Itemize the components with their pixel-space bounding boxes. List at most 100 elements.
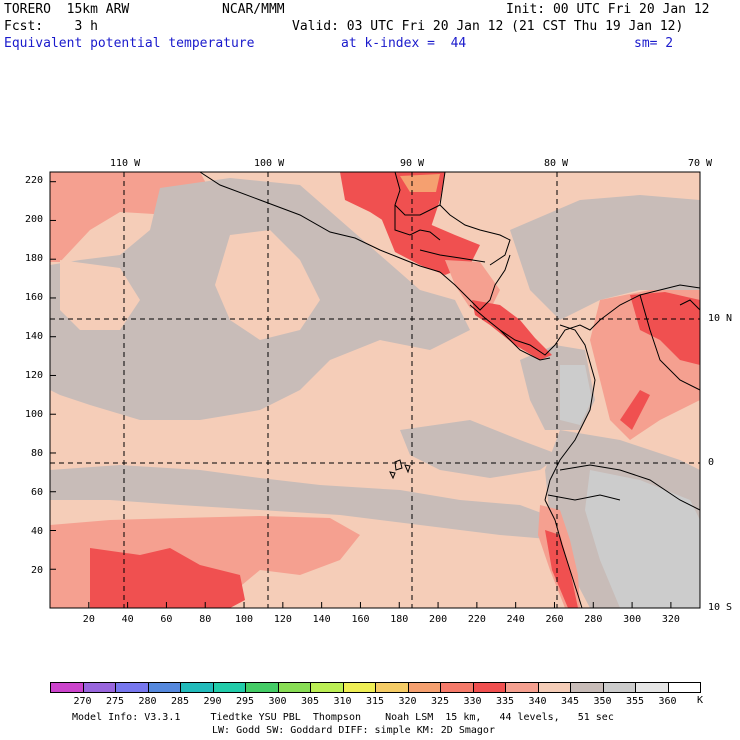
x-tick-300: 300: [623, 614, 642, 625]
x-tick-280: 280: [584, 614, 603, 625]
colorbar-swatch: [440, 682, 474, 693]
panama-pacific: [499, 329, 551, 361]
colorbar-swatch: [82, 682, 116, 693]
field-lightgray-bight: [560, 365, 592, 425]
y-tick-220: 220: [25, 175, 44, 186]
colorbar-label-270: 270: [73, 696, 92, 707]
colorbar-label-300: 300: [268, 696, 287, 707]
x-tick-20: 20: [82, 614, 95, 625]
lat-label-10s: 10 S: [708, 602, 733, 613]
colorbar-swatch: [472, 682, 506, 693]
colorbar-swatch: [570, 682, 604, 693]
field-salmon-isthmus: [445, 260, 500, 310]
valid-time: Valid: 03 UTC Fri 20 Jan 12 (21 CST Thu …: [292, 19, 684, 34]
colorbar-swatch: [635, 682, 669, 693]
nicaragua-coast: [439, 254, 511, 311]
colorbar-label-295: 295: [235, 696, 255, 707]
ecuador-peru-border: [547, 494, 621, 501]
colorbar-swatch: [375, 682, 409, 693]
guatemala-border: [394, 205, 441, 241]
x-tick-80: 80: [199, 614, 212, 625]
colorbar-label-305: 305: [300, 696, 320, 707]
colorbar-label-330: 330: [463, 696, 482, 707]
smoothing-label: sm= 2: [634, 36, 674, 51]
field-orange-mexico: [400, 174, 440, 192]
lon-label-80w: 80 W: [544, 158, 569, 169]
field-red-venezuela: [630, 292, 700, 365]
colorbar-swatch: [147, 682, 181, 693]
caribbean-coast: [599, 284, 701, 321]
field-peach-patch: [60, 260, 140, 330]
x-tick-220: 220: [467, 614, 486, 625]
field-red-costa-rica: [472, 300, 552, 360]
colorbar-label-360: 360: [658, 696, 677, 707]
colorbar-label-290: 290: [203, 696, 222, 707]
colombia-ecuador-border: [559, 464, 701, 511]
colorbar-label-325: 325: [430, 696, 450, 707]
x-tick-180: 180: [390, 614, 409, 625]
map-frame: [49, 171, 701, 609]
colorbar-label-280: 280: [138, 696, 157, 707]
colorbar-swatch: [277, 682, 311, 693]
x-tick-200: 200: [429, 614, 448, 625]
honduras-coast: [439, 204, 511, 266]
colorbar-swatch: [342, 682, 376, 693]
galapagos-1: [394, 459, 403, 471]
lon-label-70w: 70 W: [688, 158, 713, 169]
lon-label-90w: 90 W: [400, 158, 425, 169]
colorbar-label-340: 340: [528, 696, 547, 707]
colorbar-label-310: 310: [333, 696, 352, 707]
theta-e-field: [50, 172, 700, 608]
x-tick-120: 120: [273, 614, 292, 625]
field-red-peru: [545, 530, 578, 608]
field-red-guatemala: [380, 215, 480, 275]
init-time: Init: 00 UTC Fri 20 Jan 12: [506, 2, 710, 17]
x-tick-160: 160: [351, 614, 370, 625]
galapagos-3: [389, 471, 396, 480]
colorbar-swatch: [212, 682, 246, 693]
lon-label-110w: 110 W: [110, 158, 141, 169]
colombia-venezuela-border: [639, 294, 701, 391]
model-info: Model Info: V3.3.1 Tiedtke YSU PBL Thomp…: [72, 712, 614, 723]
galapagos-2: [404, 464, 411, 474]
x-tick-320: 320: [661, 614, 680, 625]
colorbar-swatch: [537, 682, 571, 693]
y-tick-140: 140: [25, 331, 44, 342]
field-name: Equivalent potential temperature: [4, 36, 255, 51]
colorbar-swatch: [310, 682, 344, 693]
field-red-colombia-strip: [620, 390, 650, 430]
colorbar-swatch: [602, 682, 636, 693]
forecast-hour: Fcst: 3 h: [4, 19, 98, 34]
colorbar-label-355: 355: [625, 696, 645, 707]
colorbar-swatch: [115, 682, 149, 693]
x-tick-240: 240: [506, 614, 525, 625]
graticule: [50, 172, 700, 608]
colorbar-label-320: 320: [398, 696, 417, 707]
colorbar-label-275: 275: [105, 696, 125, 707]
colorbar-label-285: 285: [170, 696, 190, 707]
colombia-coast: [544, 324, 596, 501]
y-tick-60: 60: [31, 487, 44, 498]
y-tick-20: 20: [31, 565, 44, 576]
x-tick-100: 100: [235, 614, 254, 625]
level-label: at k-index = 44: [341, 36, 467, 51]
y-tick-160: 160: [25, 292, 44, 303]
x-tick-40: 40: [121, 614, 134, 625]
coastlines: [199, 171, 701, 609]
org-label: NCAR/MMM: [222, 2, 285, 17]
y-tick-100: 100: [25, 409, 44, 420]
colorbar-swatch: [245, 682, 279, 693]
colorbar-label-345: 345: [560, 696, 580, 707]
colorbar-swatch: [180, 682, 214, 693]
colorbar-label-350: 350: [593, 696, 612, 707]
tick-marks: [50, 181, 672, 608]
y-tick-200: 200: [25, 214, 44, 225]
colorbar-label-335: 335: [495, 696, 515, 707]
y-tick-80: 80: [31, 448, 44, 459]
field-red-south: [90, 548, 245, 608]
x-tick-140: 140: [312, 614, 331, 625]
aruba-island: [679, 299, 701, 311]
colorbar-unit: K: [697, 695, 704, 706]
model-title: TORERO 15km ARW: [4, 2, 130, 17]
x-tick-60: 60: [160, 614, 173, 625]
